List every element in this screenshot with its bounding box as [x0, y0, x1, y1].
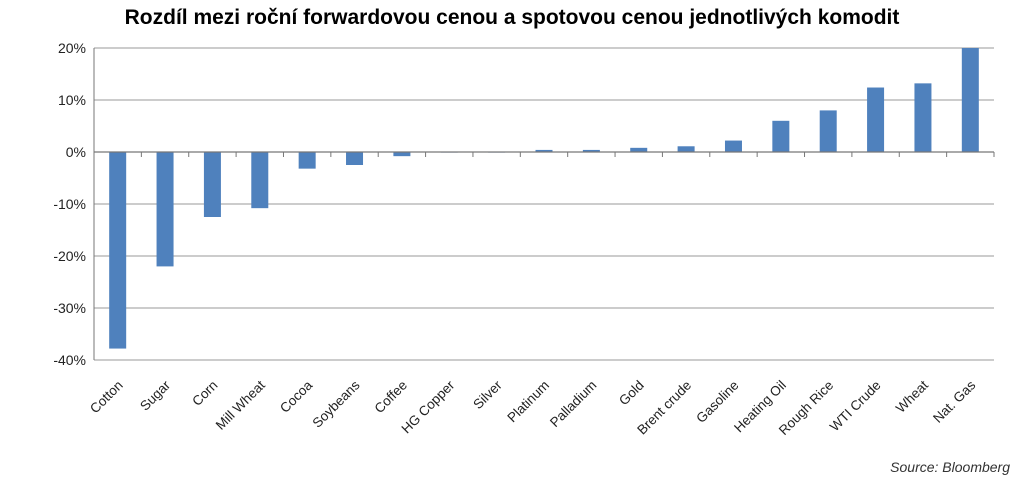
- y-tick-label: 0%: [66, 144, 86, 160]
- x-tick-label: Wheat: [893, 377, 931, 415]
- bar-platinum: [535, 149, 553, 152]
- y-tick-label: -20%: [53, 248, 86, 264]
- x-tick-label: Palladium: [547, 378, 600, 431]
- bar-brent-crude: [677, 146, 695, 152]
- bar-nat-gas: [961, 48, 979, 152]
- y-axis-tick-labels: -40% -30% -20% -10% 0% 10% 20%: [53, 40, 86, 368]
- bars: [109, 48, 979, 349]
- x-tick-label: Cotton: [87, 378, 126, 417]
- x-tick-label: Soybeans: [310, 377, 363, 430]
- bar-cotton: [109, 152, 127, 349]
- x-tick-label: Cocoa: [277, 377, 316, 416]
- x-tick-label: Nat. Gas: [930, 377, 978, 425]
- bar-wti-crude: [867, 87, 885, 152]
- x-tick-label: Corn: [189, 378, 220, 409]
- y-tick-label: 10%: [58, 92, 86, 108]
- bar-soybeans: [346, 152, 364, 165]
- bar-gold: [630, 147, 648, 152]
- bar-heating-oil: [772, 120, 790, 152]
- x-tick-label: Coffee: [371, 378, 410, 417]
- x-tick-label: Sugar: [137, 377, 173, 413]
- bar-mill-wheat: [251, 152, 269, 209]
- chart-title: Rozdíl mezi roční forwardovou cenou a sp…: [124, 6, 900, 29]
- y-tick-label: -40%: [53, 352, 86, 368]
- bar-wheat: [914, 83, 932, 152]
- x-tick-label: Platinum: [504, 378, 552, 426]
- y-tick-label: 20%: [58, 40, 86, 56]
- source-note: Source: Bloomberg: [890, 459, 1010, 475]
- gridlines: [94, 47, 994, 361]
- x-tick-label: Mill Wheat: [213, 377, 268, 432]
- bar-corn: [203, 152, 221, 217]
- bar-coffee: [393, 152, 411, 157]
- x-tick-label: Gasoline: [693, 378, 741, 426]
- x-tick-label: Silver: [470, 377, 505, 412]
- y-tick-label: -30%: [53, 300, 86, 316]
- bar-cocoa: [298, 152, 316, 169]
- x-tick-label: Gold: [616, 378, 647, 409]
- y-tick-label: -10%: [53, 196, 86, 212]
- x-tick-label: WTI Crude: [827, 378, 884, 435]
- bar-sugar: [156, 152, 174, 267]
- bar-rough-rice: [819, 110, 837, 152]
- axes: [93, 48, 995, 360]
- bar-palladium: [582, 149, 600, 152]
- bar-gasoline: [724, 140, 742, 152]
